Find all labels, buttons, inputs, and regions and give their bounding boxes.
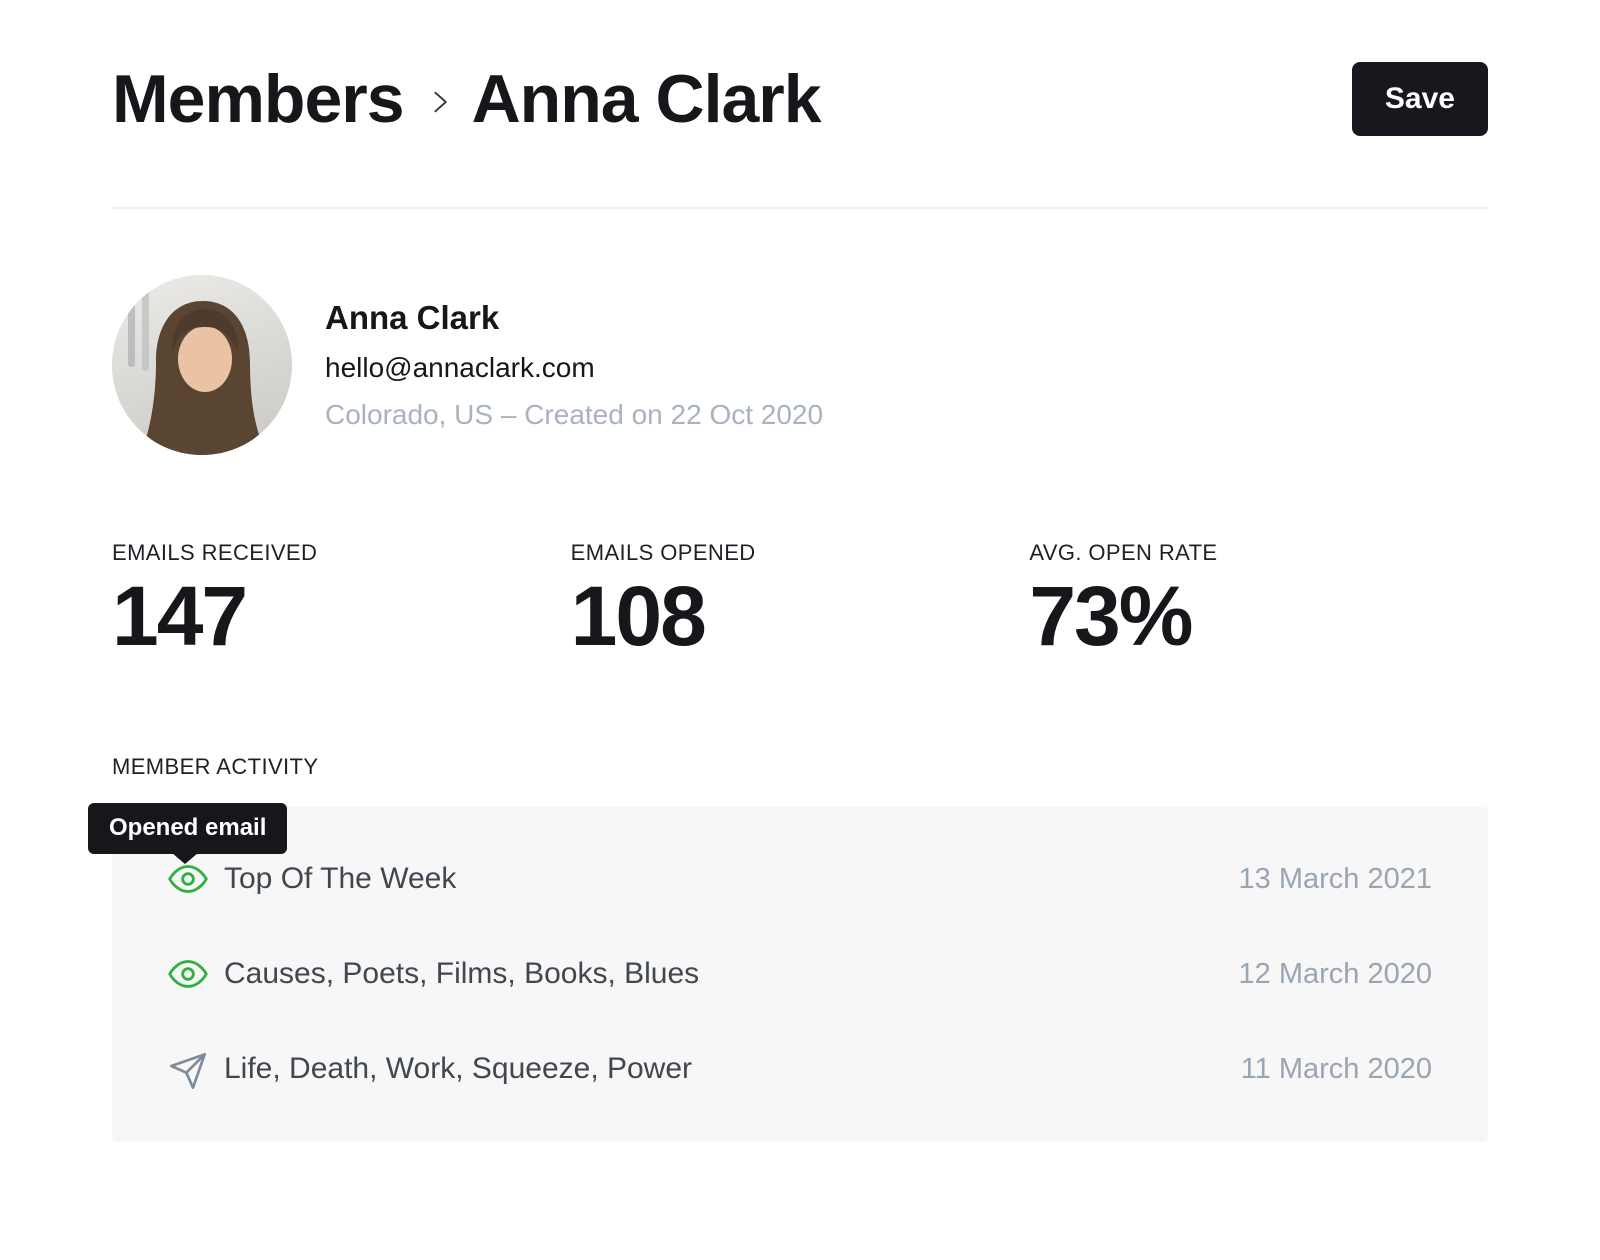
stat-avg-open-rate: AVG. OPEN RATE 73%	[1029, 540, 1488, 658]
activity-date: 11 March 2020	[1240, 1052, 1432, 1085]
send-icon	[168, 1049, 224, 1090]
member-stats: EMAILS RECEIVED 147 EMAILS OPENED 108 AV…	[112, 540, 1488, 658]
stat-value: 147	[112, 568, 248, 663]
breadcrumb-current-member: Anna Clark	[471, 61, 822, 137]
profile-info: Anna Clark hello@annaclark.com Colorado,…	[325, 298, 823, 431]
eye-icon	[168, 954, 224, 994]
member-email: hello@annaclark.com	[325, 352, 595, 383]
breadcrumb: Members Anna Clark	[112, 61, 822, 137]
stat-value: 108	[570, 568, 707, 663]
member-profile: Anna Clark hello@annaclark.com Colorado,…	[112, 274, 1488, 455]
activity-email-title[interactable]: Causes, Poets, Films, Books, Blues	[224, 957, 700, 991]
activity-date: 13 March 2021	[1238, 862, 1432, 895]
stat-value: 73%	[1029, 568, 1193, 663]
member-activity-section: MEMBER ACTIVITY Opened email Top Of The …	[88, 753, 1488, 1142]
stat-label: EMAILS RECEIVED	[112, 539, 318, 565]
stat-label: EMAILS OPENED	[570, 539, 756, 565]
stat-emails-received: EMAILS RECEIVED 147	[112, 540, 571, 658]
activity-row-opened-1: Top Of The Week 13 March 2021	[168, 832, 1432, 927]
page-header: Members Anna Clark Save	[112, 0, 1488, 137]
avatar-photo-placeholder	[112, 274, 292, 455]
tooltip-arrow-icon	[172, 852, 198, 864]
breadcrumb-members-link[interactable]: Members	[112, 61, 405, 137]
member-activity-label: MEMBER ACTIVITY	[112, 753, 319, 779]
activity-date: 12 March 2020	[1238, 957, 1432, 990]
member-name: Anna Clark	[325, 299, 500, 337]
stat-emails-opened: EMAILS OPENED 108	[571, 540, 1030, 658]
member-detail-page: Members Anna Clark Save	[88, 0, 1488, 1142]
activity-email-title[interactable]: Top Of The Week	[224, 862, 457, 896]
avatar	[112, 274, 292, 455]
activity-row-sent: Life, Death, Work, Squeeze, Power 11 Mar…	[168, 1022, 1432, 1117]
activity-email-title[interactable]: Life, Death, Work, Squeeze, Power	[224, 1052, 693, 1086]
eye-icon	[168, 859, 224, 899]
save-button[interactable]: Save	[1351, 62, 1488, 137]
tooltip-text: Opened email	[109, 813, 267, 841]
chevron-right-icon	[433, 92, 447, 113]
stat-label: AVG. OPEN RATE	[1029, 539, 1218, 565]
activity-row-opened-2: Causes, Poets, Films, Books, Blues 12 Ma…	[168, 927, 1432, 1022]
activity-list: Top Of The Week 13 March 2021 Causes, Po…	[112, 806, 1488, 1142]
member-meta: Colorado, US – Created on 22 Oct 2020	[325, 398, 824, 430]
opened-email-tooltip: Opened email	[88, 802, 288, 864]
header-divider	[112, 206, 1488, 209]
